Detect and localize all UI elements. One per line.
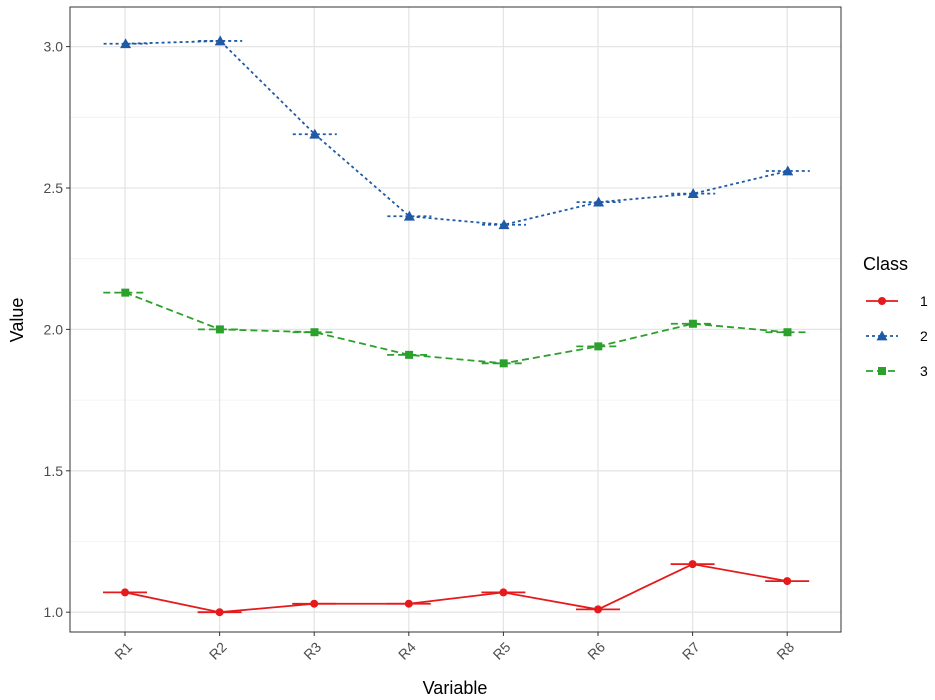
data-point	[688, 319, 697, 328]
data-point	[688, 560, 697, 569]
y-tick-label: 1.5	[44, 463, 64, 479]
data-point	[405, 350, 414, 359]
legend-item-3: 3	[866, 363, 928, 379]
y-axis-title: Value	[7, 298, 27, 343]
x-tick-label: R6	[584, 639, 608, 663]
x-tick-label: R1	[111, 639, 135, 663]
legend-item-1: 1	[866, 293, 928, 309]
panel-border	[69, 6, 842, 633]
data-point	[594, 342, 603, 351]
legend-key-marker	[878, 297, 886, 305]
data-point	[498, 219, 510, 230]
x-tick-label: R2	[206, 639, 230, 663]
data-point	[404, 599, 413, 608]
series-line-2	[125, 40, 789, 226]
data-point	[593, 196, 605, 207]
x-tick-label: R8	[773, 639, 797, 663]
data-point	[310, 599, 319, 608]
legend-label: 2	[920, 328, 928, 344]
series-3	[103, 288, 810, 368]
legend-label: 1	[920, 293, 928, 309]
legend-key-marker	[878, 367, 886, 375]
data-point	[499, 359, 508, 368]
legend-key-marker	[876, 330, 888, 341]
x-axis-title: Variable	[423, 678, 488, 698]
legend: Class 1 2 3	[863, 254, 928, 379]
x-tick-label: R4	[395, 639, 419, 663]
data-point	[783, 577, 792, 586]
y-tick-label: 2.5	[44, 180, 64, 196]
data-point	[594, 605, 602, 614]
x-tick-label: R7	[679, 639, 703, 663]
data-point	[121, 288, 130, 297]
x-tick-label: R3	[300, 639, 324, 663]
series-layer	[103, 35, 810, 617]
data-point	[215, 608, 224, 617]
legend-title: Class	[863, 254, 908, 274]
y-tick-label: 2.0	[44, 321, 64, 337]
data-point	[121, 588, 129, 597]
legend-label: 3	[920, 363, 928, 379]
series-line-3	[124, 291, 788, 365]
data-point	[783, 328, 792, 337]
data-point	[499, 588, 508, 597]
x-tick-label: R5	[490, 639, 514, 663]
data-point	[687, 188, 699, 199]
series-2	[103, 35, 810, 230]
data-point	[403, 210, 415, 221]
data-point	[309, 128, 321, 139]
panel-background	[70, 7, 841, 632]
gridlines	[70, 7, 841, 632]
data-point	[782, 165, 794, 176]
series-1	[103, 560, 810, 617]
series-line-1	[124, 563, 788, 614]
legend-item-2: 2	[866, 328, 928, 344]
data-point	[310, 328, 319, 337]
data-point	[120, 38, 132, 49]
y-tick-label: 3.0	[44, 39, 64, 55]
data-point	[215, 325, 224, 334]
y-tick-label: 1.0	[44, 604, 64, 620]
data-point	[214, 35, 226, 46]
